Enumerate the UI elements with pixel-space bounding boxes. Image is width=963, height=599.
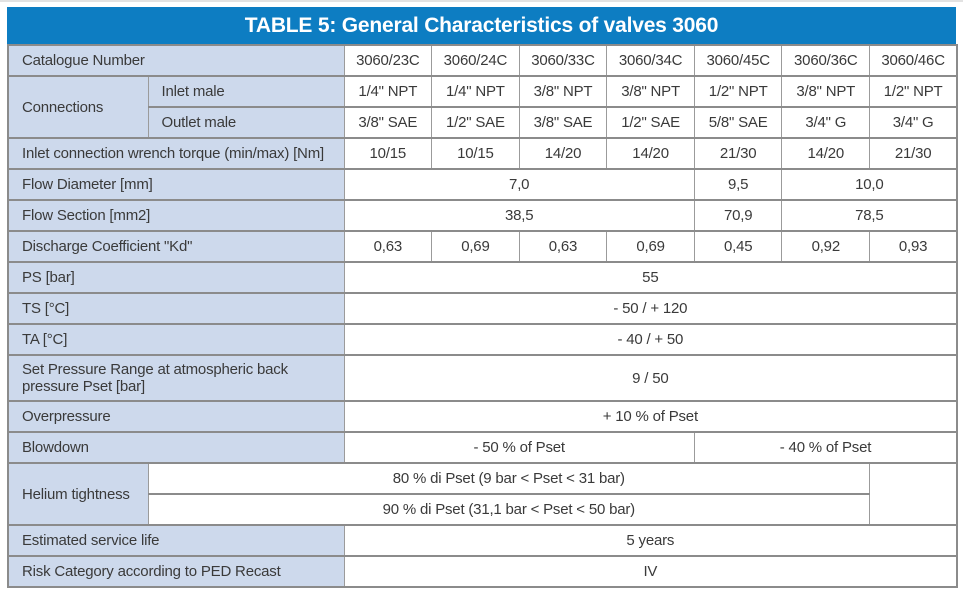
table-title: TABLE 5: General Characteristics of valv… bbox=[7, 7, 956, 44]
helium-cell-2: 90 % di Pset (31,1 bar < Pset < 50 bar) bbox=[147, 493, 871, 526]
discharge-cell: 0,69 bbox=[431, 230, 520, 263]
row-service-life: Estimated service life 5 years bbox=[7, 524, 958, 557]
catalogue-cell: 3060/23C bbox=[343, 44, 433, 77]
row-connections-inlet: Connections Inlet male 1/4" NPT 1/4" NPT… bbox=[7, 75, 958, 139]
outlet-cell: 1/2" SAE bbox=[431, 106, 520, 139]
outlet-cell: 5/8" SAE bbox=[693, 106, 783, 139]
torque-cell: 10/15 bbox=[431, 137, 520, 170]
row-risk-category: Risk Category according to PED Recast IV bbox=[7, 555, 958, 588]
inlet-cell: 1/2" NPT bbox=[693, 75, 783, 108]
torque-cell: 14/20 bbox=[518, 137, 608, 170]
torque-cell: 21/30 bbox=[693, 137, 783, 170]
row-ts: TS [°C] - 50 / + 120 bbox=[7, 292, 958, 325]
catalogue-cell: 3060/34C bbox=[606, 44, 695, 77]
catalogue-cell: 3060/46C bbox=[869, 44, 958, 77]
catalogue-cell: 3060/45C bbox=[693, 44, 783, 77]
row-label: TS [°C] bbox=[7, 292, 345, 325]
row-wrench-torque: Inlet connection wrench torque (min/max)… bbox=[7, 137, 958, 170]
row-set-pressure-range: Set Pressure Range at atmospheric back p… bbox=[7, 354, 958, 402]
row-helium-tightness-2: 90 % di Pset (31,1 bar < Pset < 50 bar) bbox=[8, 493, 957, 526]
page-edge-line bbox=[0, 0, 963, 2]
outlet-cell: 3/8" SAE bbox=[518, 106, 608, 139]
ta-cell: - 40 / + 50 bbox=[343, 323, 958, 356]
row-flow-diameter: Flow Diameter [mm] 7,0 9,5 10,0 bbox=[7, 168, 958, 201]
inlet-cell: 3/8" NPT bbox=[781, 75, 871, 108]
inlet-cell: 1/4" NPT bbox=[431, 75, 520, 108]
flow-diameter-cell: 9,5 bbox=[693, 168, 783, 201]
row-catalogue-number: Catalogue Number 3060/23C 3060/24C 3060/… bbox=[7, 44, 958, 77]
row-label: Discharge Coefficient "Kd" bbox=[7, 230, 345, 263]
helium-cell-1: 80 % di Pset (9 bar < Pset < 31 bar) bbox=[147, 462, 871, 495]
row-label: TA [°C] bbox=[7, 323, 345, 356]
torque-cell: 14/20 bbox=[781, 137, 871, 170]
row-helium-tightness-1: Helium tightness 80 % di Pset (9 bar < P… bbox=[7, 462, 957, 526]
discharge-cell: 0,63 bbox=[518, 230, 608, 263]
row-blowdown: Blowdown - 50 % of Pset - 40 % of Pset bbox=[7, 431, 958, 464]
torque-cell: 14/20 bbox=[606, 137, 695, 170]
ps-cell: 55 bbox=[343, 261, 958, 294]
row-discharge-coefficient: Discharge Coefficient "Kd" 0,63 0,69 0,6… bbox=[7, 230, 958, 263]
torque-cell: 21/30 bbox=[869, 137, 958, 170]
outlet-cell: 3/4" G bbox=[869, 106, 958, 139]
risk-category-cell: IV bbox=[343, 555, 958, 588]
row-ps: PS [bar] 55 bbox=[7, 261, 958, 294]
inlet-cell: 3/8" NPT bbox=[606, 75, 695, 108]
flow-section-cell: 38,5 bbox=[343, 199, 695, 232]
blowdown-left-cell: - 50 % of Pset bbox=[343, 431, 695, 464]
row-label: Catalogue Number bbox=[7, 44, 345, 77]
blowdown-right-cell: - 40 % of Pset bbox=[693, 431, 958, 464]
inlet-cell: 1/2" NPT bbox=[869, 75, 958, 108]
row-label: Flow Section [mm2] bbox=[7, 199, 345, 232]
sub-row-label: Inlet male bbox=[147, 75, 345, 108]
flow-diameter-cell: 7,0 bbox=[343, 168, 695, 201]
row-label: PS [bar] bbox=[7, 261, 345, 294]
inlet-cell: 3/8" NPT bbox=[518, 75, 608, 108]
torque-cell: 10/15 bbox=[343, 137, 433, 170]
ts-cell: - 50 / + 120 bbox=[343, 292, 958, 325]
row-label: Helium tightness bbox=[7, 462, 149, 526]
set-pressure-cell: 9 / 50 bbox=[343, 354, 958, 402]
discharge-cell: 0,63 bbox=[343, 230, 433, 263]
catalogue-cell: 3060/24C bbox=[431, 44, 520, 77]
catalogue-cell: 3060/33C bbox=[518, 44, 608, 77]
service-life-cell: 5 years bbox=[343, 524, 958, 557]
outlet-cell: 3/8" SAE bbox=[343, 106, 433, 139]
characteristics-table: Catalogue Number 3060/23C 3060/24C 3060/… bbox=[7, 44, 959, 588]
row-label: Connections bbox=[7, 75, 149, 139]
row-label: Risk Category according to PED Recast bbox=[7, 555, 345, 588]
row-connections-outlet: Outlet male 3/8" SAE 1/2" SAE 3/8" SAE 1… bbox=[8, 106, 958, 139]
row-flow-section: Flow Section [mm2] 38,5 70,9 78,5 bbox=[7, 199, 958, 232]
row-label: Flow Diameter [mm] bbox=[7, 168, 345, 201]
discharge-cell: 0,93 bbox=[869, 230, 958, 263]
row-label: Inlet connection wrench torque (min/max)… bbox=[7, 137, 345, 170]
flow-section-cell: 70,9 bbox=[693, 199, 783, 232]
discharge-cell: 0,92 bbox=[781, 230, 871, 263]
inlet-cell: 1/4" NPT bbox=[343, 75, 433, 108]
outlet-cell: 1/2" SAE bbox=[606, 106, 695, 139]
flow-section-cell: 78,5 bbox=[781, 199, 958, 232]
row-overpressure: Overpressure + 10 % of Pset bbox=[7, 400, 958, 433]
catalogue-cell: 3060/36C bbox=[781, 44, 871, 77]
row-label: Blowdown bbox=[7, 431, 345, 464]
datasheet-table: TABLE 5: General Characteristics of valv… bbox=[7, 7, 959, 588]
sub-row-label: Outlet male bbox=[147, 106, 345, 139]
row-label: Overpressure bbox=[7, 400, 345, 433]
row-label: Set Pressure Range at atmospheric back p… bbox=[7, 354, 345, 402]
row-label: Estimated service life bbox=[7, 524, 345, 557]
discharge-cell: 0,45 bbox=[693, 230, 783, 263]
flow-diameter-cell: 10,0 bbox=[781, 168, 958, 201]
row-ta: TA [°C] - 40 / + 50 bbox=[7, 323, 958, 356]
overpressure-cell: + 10 % of Pset bbox=[343, 400, 958, 433]
discharge-cell: 0,69 bbox=[606, 230, 695, 263]
outlet-cell: 3/4" G bbox=[781, 106, 871, 139]
